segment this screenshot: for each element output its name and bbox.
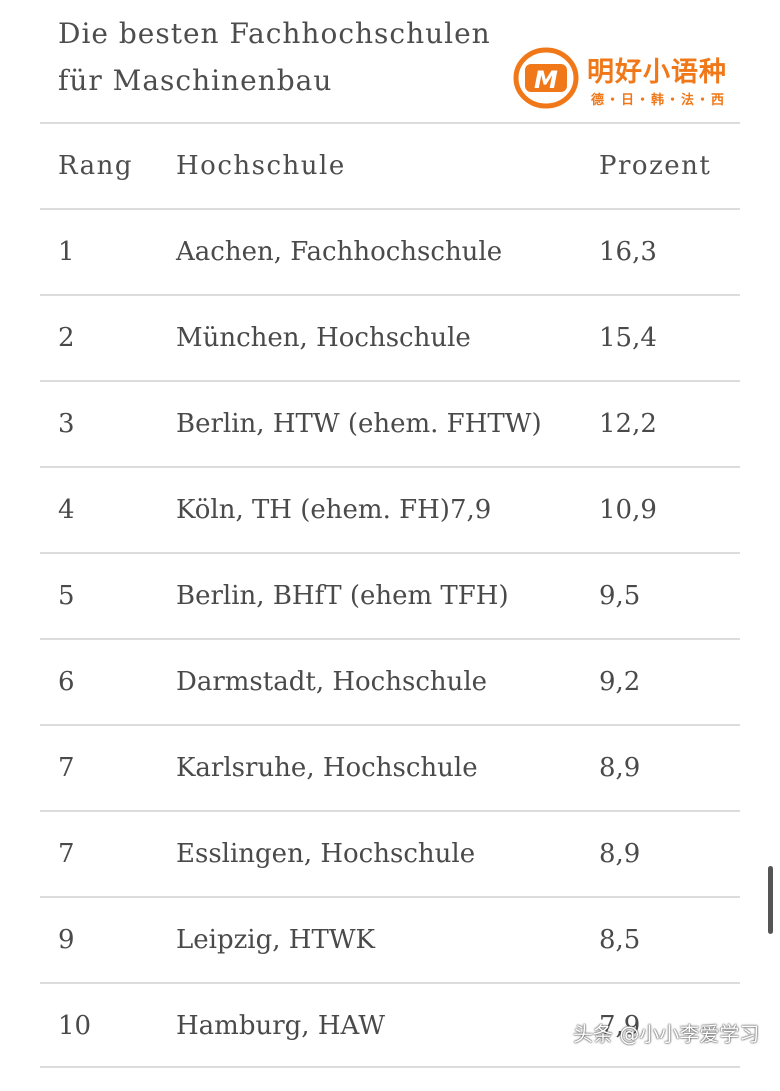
table-row: 3 Berlin, HTW (ehem. FHTW) 12,2 xyxy=(40,380,740,466)
table-row: 1 Aachen, Fachhochschule 16,3 xyxy=(40,208,740,294)
cell-percent: 12,2 xyxy=(599,409,657,439)
table-row: 2 München, Hochschule 15,4 xyxy=(40,294,740,380)
brand-logo-letter: M xyxy=(534,66,558,94)
table-row: 7 Karlsruhe, Hochschule 8,9 xyxy=(40,724,740,810)
cell-percent: 15,4 xyxy=(599,323,657,353)
brand-logo-icon: M xyxy=(513,47,579,109)
cell-school: Karlsruhe, Hochschule xyxy=(176,753,478,783)
cell-rang: 6 xyxy=(58,667,75,697)
table-row: 4 Köln, TH (ehem. FH)7,9 10,9 xyxy=(40,466,740,552)
header-school: Hochschule xyxy=(176,151,346,181)
cell-school: Esslingen, Hochschule xyxy=(176,839,476,869)
cell-percent: 7,9 xyxy=(599,1011,641,1041)
table-row: 6 Darmstadt, Hochschule 9,2 xyxy=(40,638,740,724)
cell-percent: 16,3 xyxy=(599,237,657,267)
cell-rang: 5 xyxy=(58,581,75,611)
header-percent: Prozent xyxy=(599,151,712,181)
cell-rang: 10 xyxy=(58,1011,92,1041)
brand-subtitle: 德・日・韩・法・西 xyxy=(591,93,727,108)
cell-school: Aachen, Fachhochschule xyxy=(176,237,503,267)
table-row: 5 Berlin, BHfT (ehem TFH) 9,5 xyxy=(40,552,740,638)
cell-rang: 2 xyxy=(58,323,75,353)
cell-school: München, Hochschule xyxy=(176,323,471,353)
cell-rang: 9 xyxy=(58,925,75,955)
cell-percent: 9,2 xyxy=(599,667,641,697)
cell-percent: 8,9 xyxy=(599,753,641,783)
cell-rang: 4 xyxy=(58,495,75,525)
table-row: 9 Leipzig, HTWK 8,5 xyxy=(40,896,740,982)
cell-percent: 10,9 xyxy=(599,495,657,525)
cell-rang: 7 xyxy=(58,753,75,783)
page-title: Die besten Fachhochschulen für Maschinen… xyxy=(58,17,491,97)
watermark: 头条 @小小李爱学习 xyxy=(573,1022,760,1046)
cell-rang: 7 xyxy=(58,839,75,869)
cell-school: Leipzig, HTWK xyxy=(176,925,375,955)
brand-logo: M 明好小语种 德・日・韩・法・西 xyxy=(513,44,753,114)
cell-percent: 9,5 xyxy=(599,581,641,611)
table-row: 10 Hamburg, HAW 7,9 xyxy=(40,982,740,1068)
header-rang: Rang xyxy=(58,151,134,181)
scrollbar-thumb[interactable] xyxy=(768,866,773,934)
cell-school: Köln, TH (ehem. FH)7,9 xyxy=(176,495,492,525)
cell-rang: 3 xyxy=(58,409,75,439)
cell-percent: 8,9 xyxy=(599,839,641,869)
cell-school: Hamburg, HAW xyxy=(176,1011,385,1041)
ranking-table: Rang Hochschule Prozent 1 Aachen, Fachho… xyxy=(40,122,740,1068)
cell-school: Darmstadt, Hochschule xyxy=(176,667,488,697)
table-header-row: Rang Hochschule Prozent xyxy=(40,122,740,208)
cell-school: Berlin, BHfT (ehem TFH) xyxy=(176,581,509,611)
cell-school: Berlin, HTW (ehem. FHTW) xyxy=(176,409,542,439)
cell-percent: 8,5 xyxy=(599,925,641,955)
cell-rang: 1 xyxy=(58,237,75,267)
table-row: 7 Esslingen, Hochschule 8,9 xyxy=(40,810,740,896)
brand-name: 明好小语种 xyxy=(587,57,727,88)
